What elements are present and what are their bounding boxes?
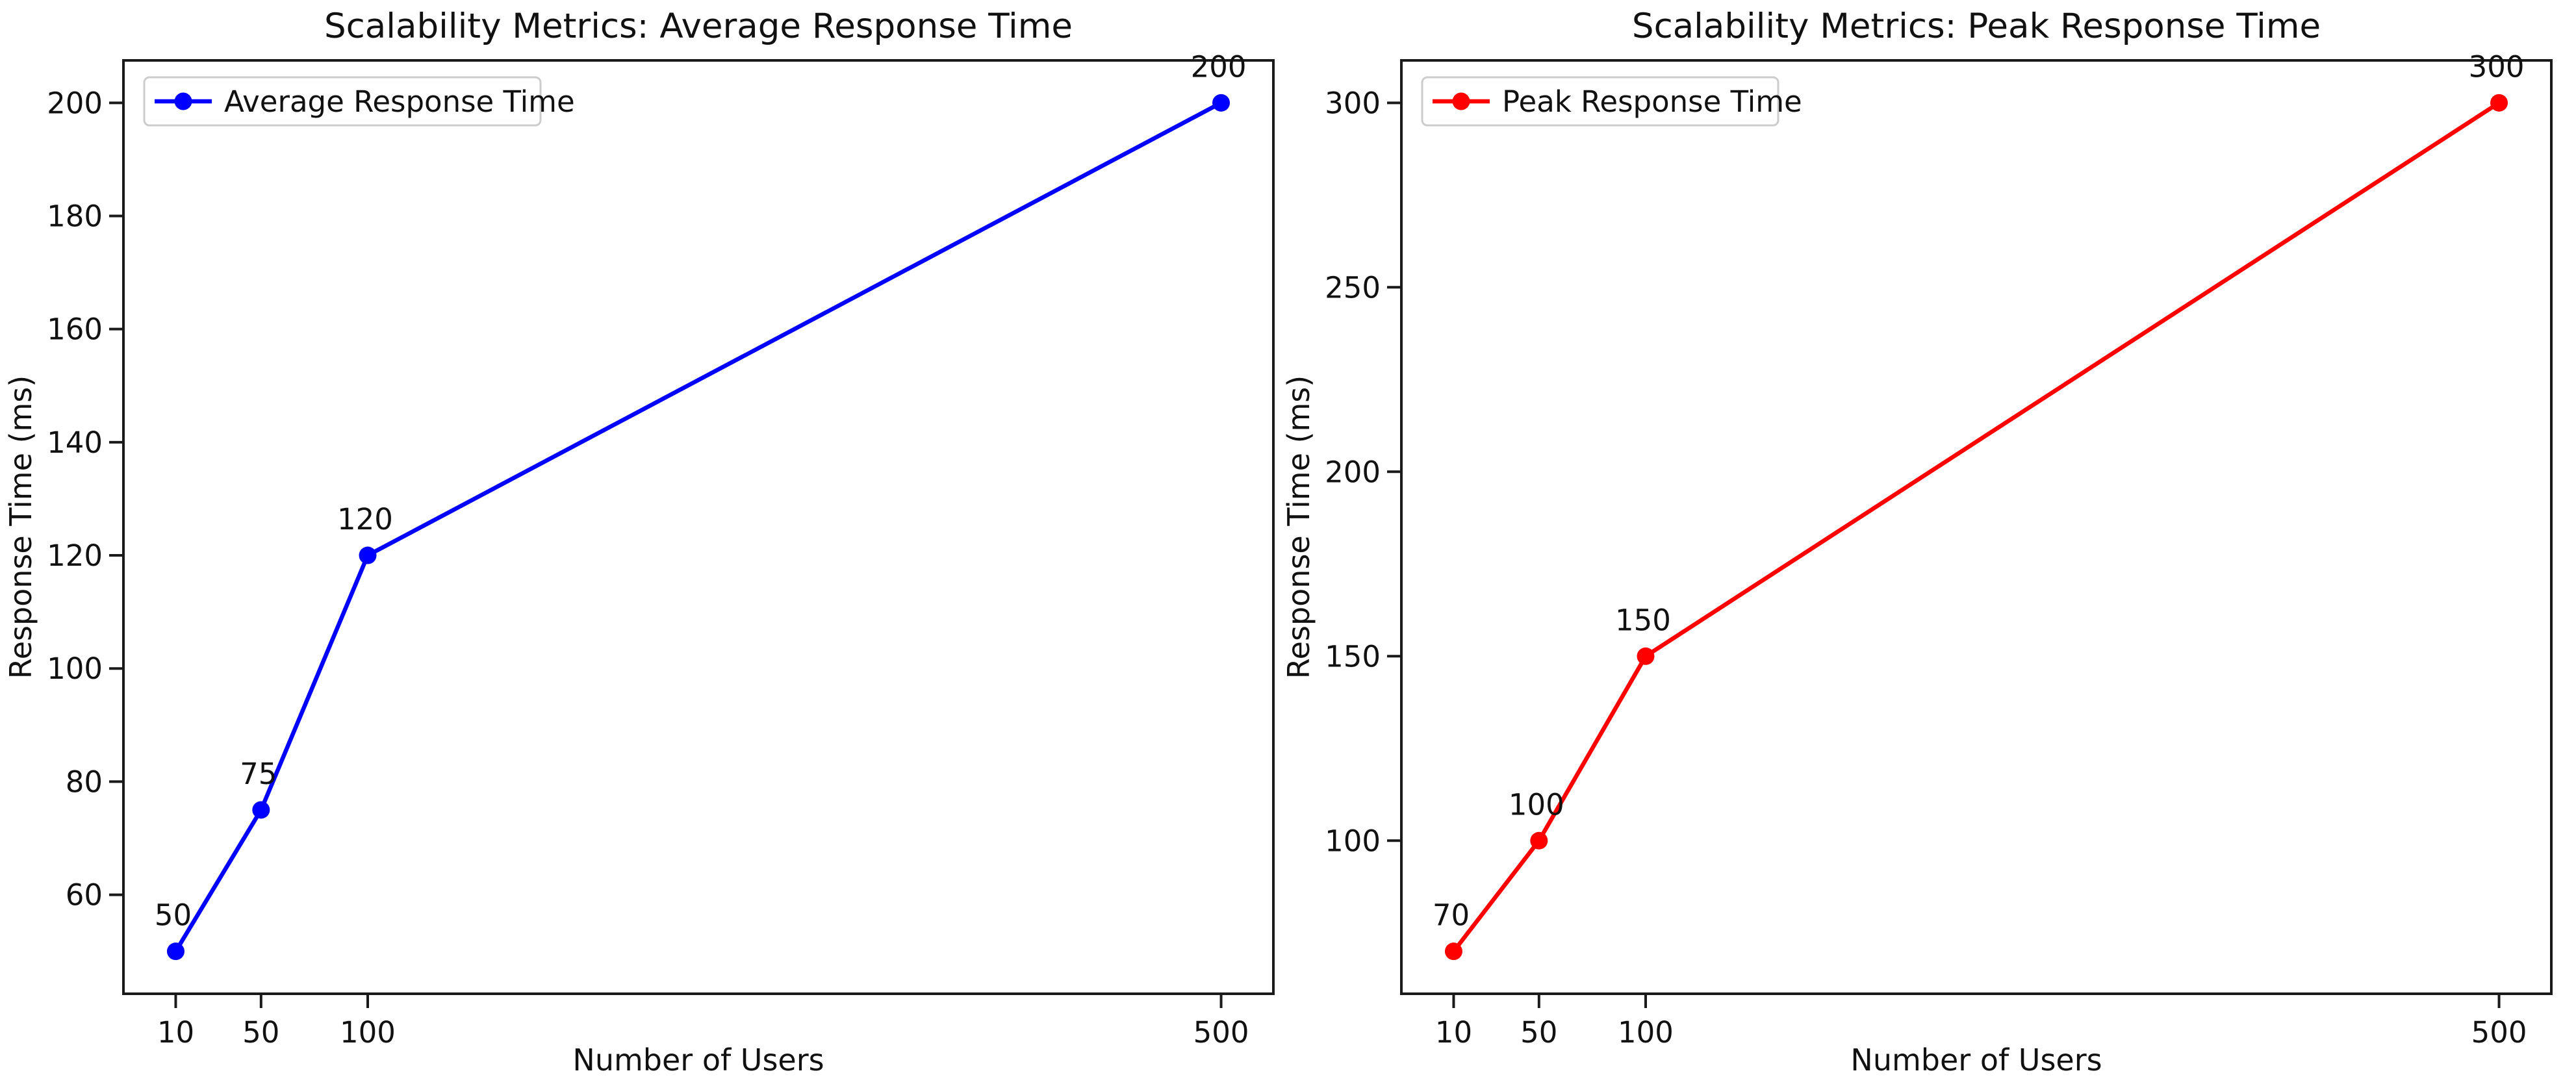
data-point-label: 50 (155, 898, 192, 933)
legend-marker (174, 92, 192, 110)
data-point-marker (359, 546, 377, 564)
x-tick-label: 50 (1520, 1015, 1557, 1050)
y-tick-label: 100 (47, 651, 103, 686)
x-tick-label: 100 (1618, 1015, 1674, 1050)
data-point-marker (1444, 942, 1462, 961)
chart-2: 10 50 100 500 100 150 200 250 300 Scalability Met… (1281, 6, 2553, 1078)
series-line (1451, 101, 2501, 953)
legend-box (143, 76, 542, 127)
y-tick-label: 120 (47, 538, 103, 573)
y-tick-label: 80 (66, 764, 103, 799)
chart-1: 10 50 100 500 60 80 100 120 140 160 180 200 Scalabil… (3, 6, 1275, 1078)
data-point-label: 300 (2469, 49, 2525, 84)
legend-label: Average Response Time (224, 84, 575, 119)
y-axis-label: Response Time (ms) (1281, 375, 1316, 679)
x-tick-label: 10 (1435, 1015, 1472, 1050)
x-tick-label: 50 (242, 1015, 279, 1050)
x-tick-label: 10 (157, 1015, 194, 1050)
data-point-marker (252, 801, 270, 819)
x-tick-label: 100 (340, 1015, 396, 1050)
data-point-marker (1637, 647, 1655, 665)
legend-box (1421, 76, 1779, 127)
data-point-label: 70 (1433, 898, 1470, 933)
series-line (173, 101, 1223, 953)
data-point-label: 150 (1615, 603, 1671, 637)
y-axis-label: Response Time (ms) (3, 375, 38, 679)
chart-title: Scalability Metrics: Average Response Ti… (324, 6, 1073, 46)
axes-frame (122, 59, 1275, 995)
x-axis-label: Number of Users (1850, 1042, 2102, 1078)
y-tick-label: 60 (66, 878, 103, 913)
x-tick-label: 500 (1193, 1015, 1249, 1050)
legend: Average Response Time (143, 76, 575, 127)
data-point-marker (2490, 94, 2508, 112)
data-point-label: 200 (1191, 49, 1247, 84)
y-tick-label: 100 (1325, 824, 1381, 858)
y-tick-label: 250 (1325, 270, 1381, 305)
y-tick-label: 200 (47, 86, 103, 120)
data-point-label: 75 (240, 757, 277, 791)
y-tick-label: 180 (47, 199, 103, 234)
data-point-label: 100 (1509, 787, 1564, 822)
legend-marker (1452, 92, 1470, 110)
y-tick-label: 140 (47, 425, 103, 460)
y-tick-label: 300 (1325, 86, 1381, 120)
y-tick-label: 200 (1325, 455, 1381, 489)
x-tick-label: 500 (2471, 1015, 2527, 1050)
chart-title: Scalability Metrics: Peak Response Time (1632, 6, 2321, 46)
y-tick-label: 150 (1325, 639, 1381, 674)
y-tick-label: 160 (47, 312, 103, 347)
data-point-label: 120 (337, 502, 393, 537)
legend: Peak Response Time (1421, 76, 1802, 127)
data-point-marker (1530, 831, 1548, 850)
data-point-marker (166, 942, 185, 961)
x-axis-label: Number of Users (572, 1042, 824, 1078)
data-point-marker (1212, 94, 1231, 112)
axes-frame (1400, 59, 2553, 995)
legend-label: Peak Response Time (1502, 84, 1802, 119)
